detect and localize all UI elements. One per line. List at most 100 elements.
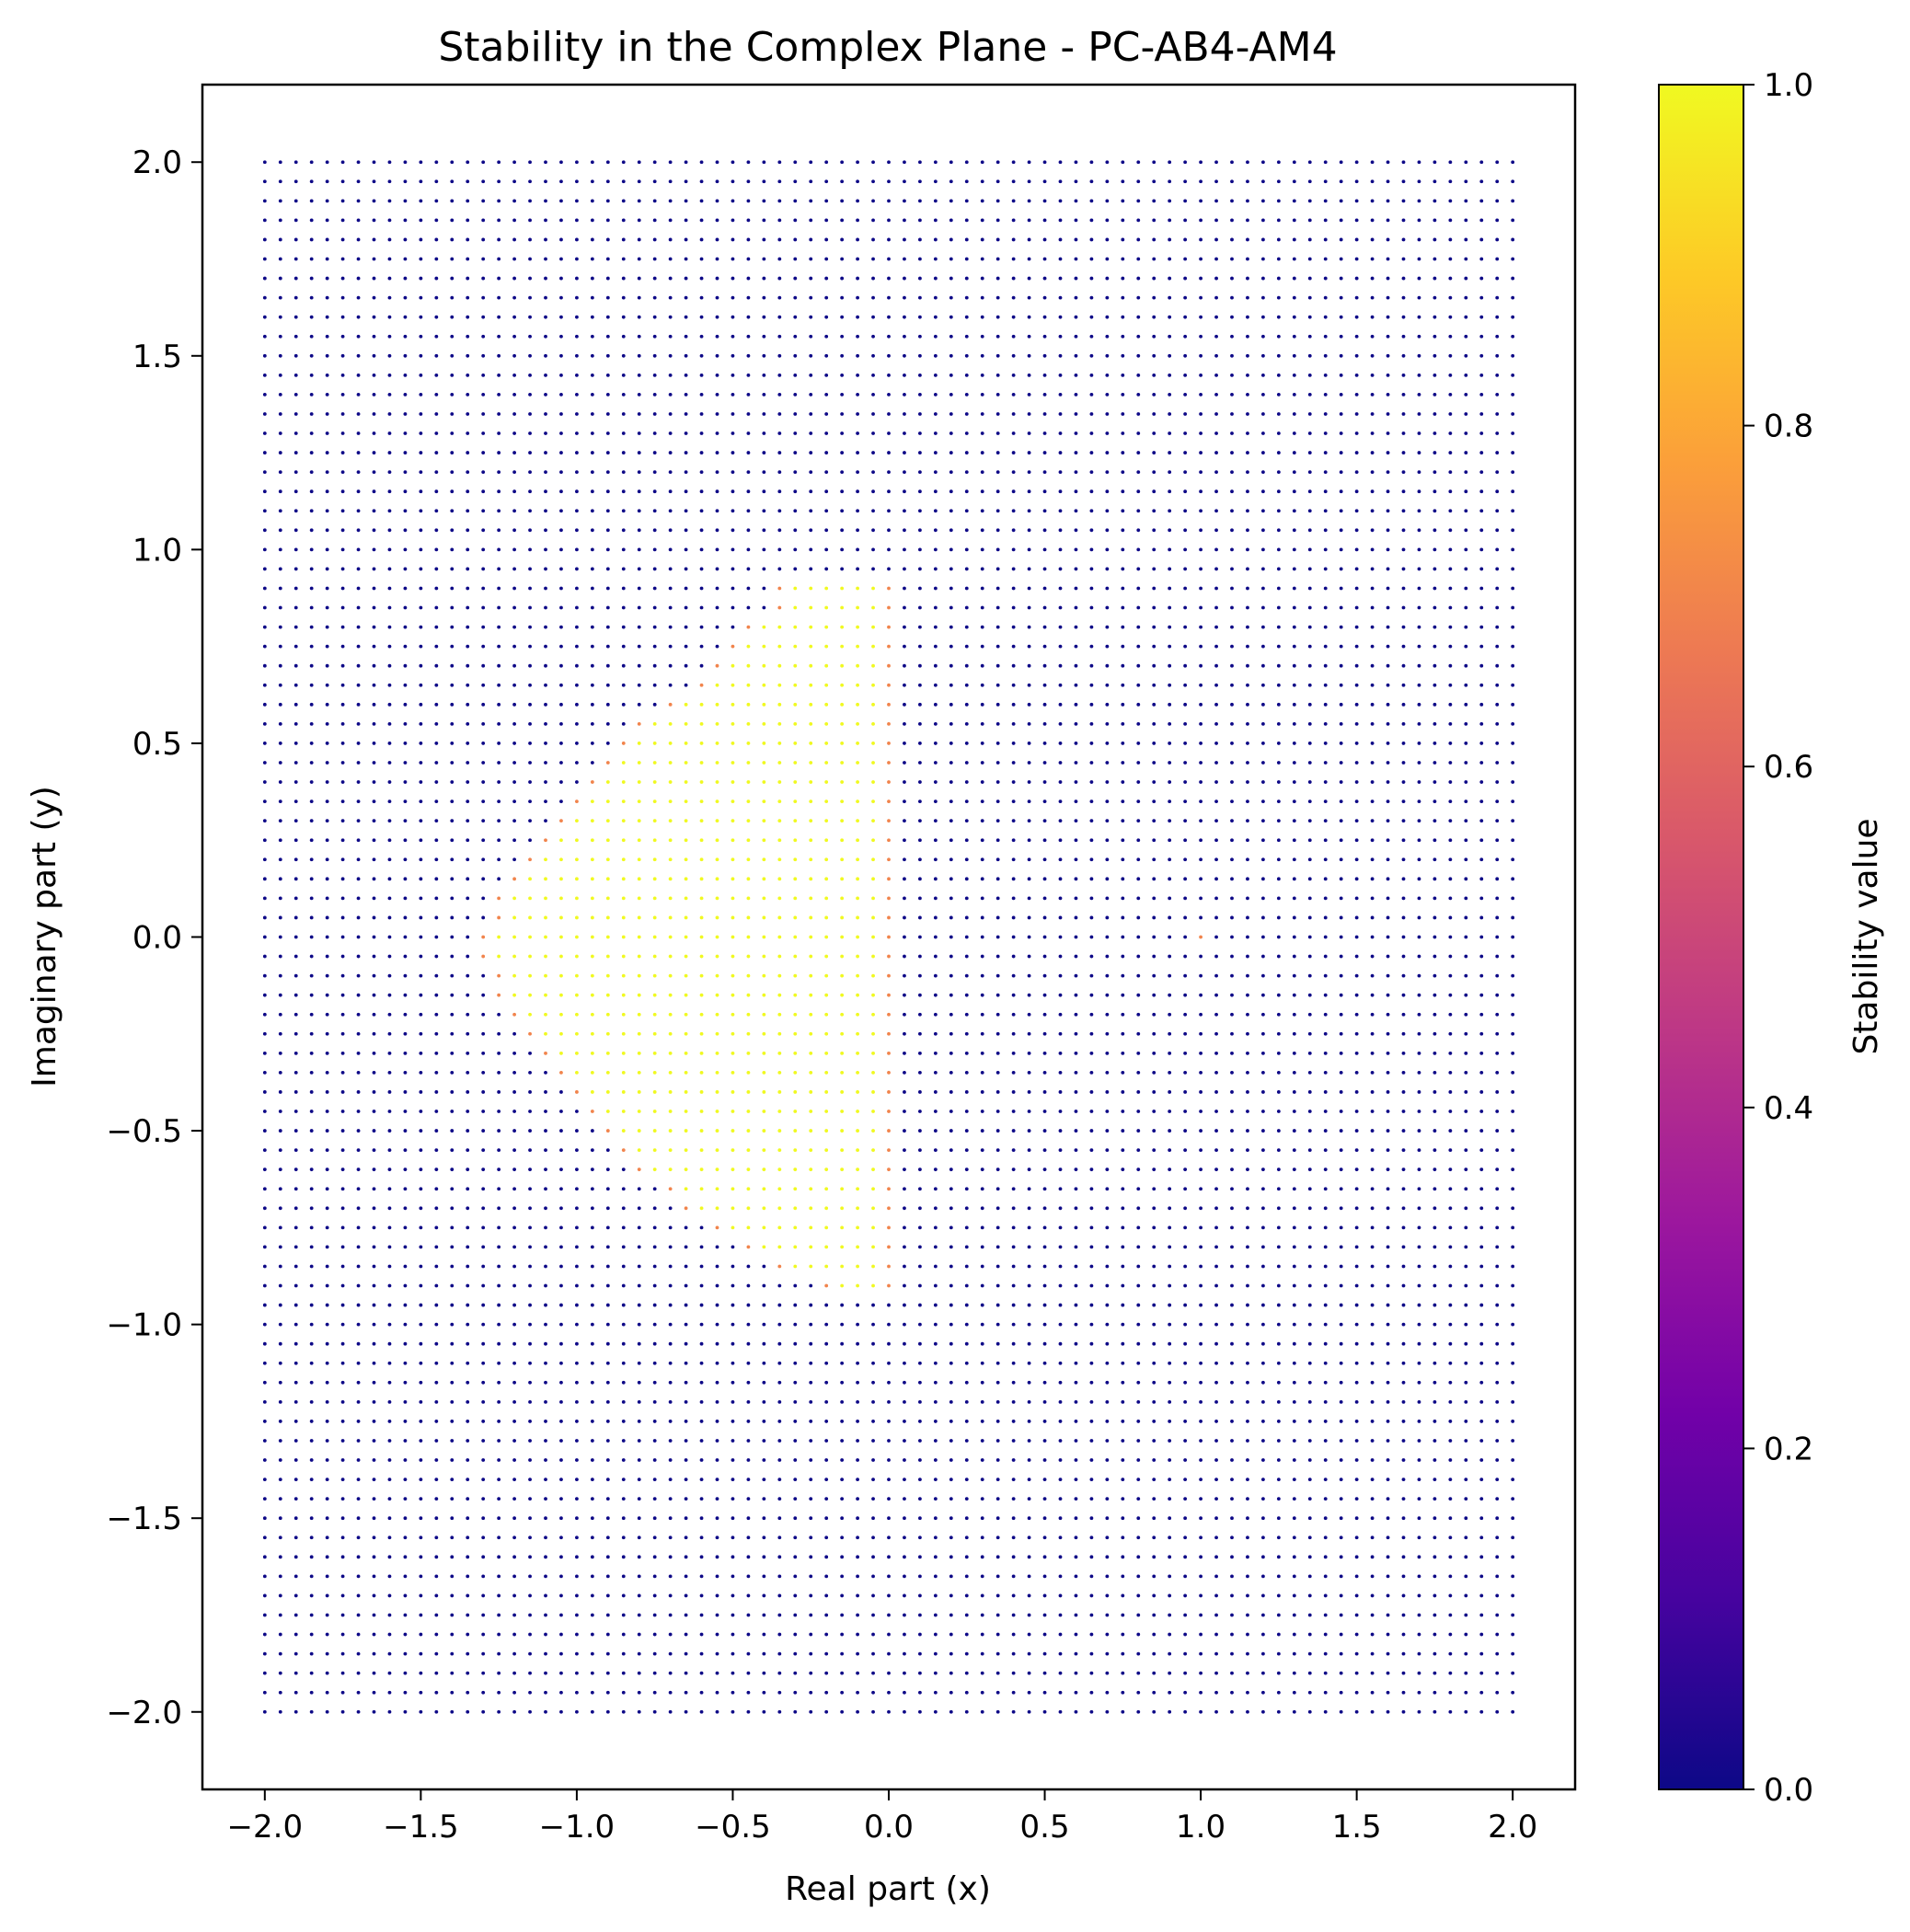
scatter-point bbox=[544, 1632, 547, 1637]
scatter-point bbox=[1214, 1651, 1218, 1656]
scatter-point bbox=[1136, 799, 1141, 803]
scatter-point bbox=[824, 1012, 829, 1017]
scatter-point bbox=[1042, 1187, 1047, 1191]
scatter-point bbox=[652, 1420, 657, 1423]
scatter-point bbox=[1323, 1535, 1328, 1540]
scatter-point bbox=[1432, 605, 1437, 610]
scatter-point bbox=[544, 1051, 547, 1055]
scatter-point bbox=[1370, 838, 1375, 843]
scatter-point bbox=[964, 1361, 969, 1365]
scatter-point bbox=[746, 1535, 751, 1540]
scatter-point bbox=[1276, 1167, 1281, 1172]
scatter-point bbox=[1261, 683, 1265, 687]
scatter-point bbox=[590, 1574, 594, 1579]
scatter-point bbox=[1042, 1420, 1047, 1423]
scatter-point bbox=[1058, 935, 1063, 939]
scatter-point bbox=[1323, 1129, 1328, 1133]
scatter-point bbox=[356, 1148, 361, 1153]
scatter-point bbox=[512, 605, 516, 610]
scatter-point bbox=[933, 915, 938, 920]
scatter-point bbox=[1386, 625, 1390, 629]
scatter-point bbox=[590, 742, 594, 745]
scatter-point bbox=[652, 1303, 657, 1307]
scatter-point bbox=[1292, 1206, 1296, 1211]
scatter-point bbox=[918, 1090, 922, 1094]
scatter-point bbox=[1105, 1322, 1110, 1327]
scatter-point bbox=[1511, 742, 1515, 745]
scatter-point bbox=[887, 1187, 891, 1191]
scatter-point bbox=[1432, 1555, 1437, 1559]
scatter-point bbox=[731, 1709, 735, 1714]
scatter-point bbox=[715, 1690, 719, 1695]
scatter-point bbox=[809, 1167, 813, 1172]
scatter-point bbox=[1027, 1458, 1031, 1462]
scatter-point bbox=[1214, 1322, 1218, 1327]
scatter-point bbox=[605, 625, 610, 629]
scatter-point bbox=[1214, 761, 1218, 765]
scatter-point bbox=[621, 973, 626, 978]
scatter-point bbox=[497, 625, 501, 629]
scatter-point bbox=[964, 1303, 969, 1307]
scatter-point bbox=[1199, 1129, 1202, 1133]
scatter-point bbox=[1027, 1380, 1031, 1385]
scatter-point bbox=[1354, 586, 1359, 591]
scatter-point bbox=[1058, 896, 1063, 901]
scatter-point bbox=[497, 1632, 501, 1637]
scatter-point bbox=[293, 1420, 298, 1423]
scatter-point bbox=[1214, 1632, 1218, 1637]
scatter-point bbox=[995, 1148, 1000, 1153]
scatter-point bbox=[995, 1478, 1000, 1481]
scatter-point bbox=[980, 721, 984, 726]
scatter-point bbox=[528, 1709, 532, 1714]
scatter-point bbox=[1183, 586, 1188, 591]
scatter-point bbox=[856, 1051, 859, 1055]
scatter-point bbox=[387, 1129, 392, 1133]
scatter-point bbox=[918, 1225, 922, 1230]
scatter-point bbox=[372, 1671, 376, 1675]
scatter-point bbox=[1105, 915, 1110, 920]
scatter-point bbox=[544, 1458, 547, 1462]
scatter-point bbox=[715, 799, 719, 803]
scatter-point bbox=[262, 1012, 267, 1017]
scatter-point bbox=[372, 1051, 376, 1055]
scatter-point bbox=[559, 1225, 563, 1230]
scatter-point bbox=[1074, 644, 1078, 649]
scatter-point bbox=[1339, 857, 1343, 862]
scatter-point bbox=[1370, 799, 1375, 803]
scatter-point bbox=[559, 1245, 563, 1249]
scatter-point bbox=[1214, 1283, 1218, 1288]
scatter-point bbox=[1011, 702, 1016, 707]
scatter-point bbox=[699, 1051, 704, 1055]
scatter-point bbox=[1027, 1283, 1031, 1288]
scatter-point bbox=[824, 1613, 829, 1617]
scatter-point bbox=[293, 1613, 298, 1617]
scatter-point bbox=[1074, 1245, 1078, 1249]
scatter-point bbox=[777, 1651, 782, 1656]
scatter-point bbox=[1495, 1110, 1500, 1113]
scatter-point bbox=[1307, 1129, 1312, 1133]
scatter-point bbox=[466, 838, 470, 843]
scatter-point bbox=[1307, 663, 1312, 668]
scatter-point bbox=[1152, 896, 1156, 901]
scatter-point bbox=[1214, 1671, 1218, 1675]
scatter-point bbox=[293, 819, 298, 823]
scatter-point bbox=[387, 567, 392, 571]
scatter-point bbox=[1058, 1110, 1063, 1113]
scatter-point bbox=[887, 780, 891, 784]
scatter-point bbox=[450, 625, 454, 629]
scatter-point bbox=[450, 1167, 454, 1172]
scatter-point bbox=[1386, 1303, 1390, 1307]
scatter-point bbox=[995, 1671, 1000, 1675]
scatter-point bbox=[1089, 935, 1094, 939]
scatter-point bbox=[1183, 605, 1188, 610]
scatter-point bbox=[1479, 547, 1484, 552]
scatter-point bbox=[1401, 625, 1406, 629]
scatter-point bbox=[1417, 1071, 1421, 1075]
scatter-point bbox=[1214, 1303, 1218, 1307]
scatter-point bbox=[1401, 1671, 1406, 1675]
scatter-point bbox=[777, 799, 782, 803]
scatter-point bbox=[372, 973, 376, 978]
scatter-point bbox=[1152, 973, 1156, 978]
scatter-point bbox=[512, 1012, 516, 1017]
scatter-point bbox=[1417, 625, 1421, 629]
